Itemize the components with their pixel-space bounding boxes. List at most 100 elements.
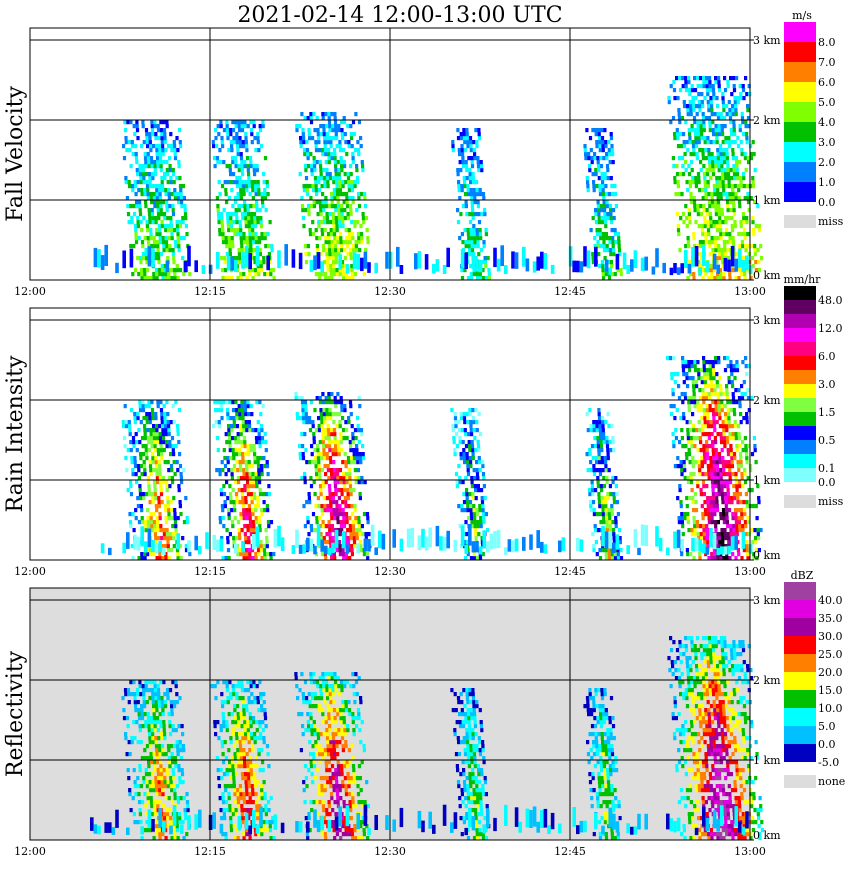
data-pixel <box>480 164 483 168</box>
data-pixel <box>260 512 263 516</box>
data-pixel <box>162 240 165 244</box>
data-pixel <box>342 531 346 548</box>
data-pixel <box>244 124 247 128</box>
legend-level: 5.0 <box>818 96 836 109</box>
data-pixel <box>688 136 691 140</box>
data-pixel <box>124 456 127 460</box>
data-pixel <box>526 259 530 272</box>
data-pixel <box>691 88 694 92</box>
y-tick-label: 0 km <box>753 549 781 562</box>
data-pixel <box>163 136 166 140</box>
data-pixel <box>472 140 475 144</box>
data-pixel <box>714 236 717 240</box>
data-pixel <box>255 204 258 208</box>
data-pixel <box>686 148 689 152</box>
data-pixel <box>266 544 269 548</box>
data-pixel <box>317 212 320 216</box>
data-pixel <box>332 452 335 456</box>
data-pixel <box>536 257 540 271</box>
data-pixel <box>349 484 352 488</box>
data-pixel <box>699 204 702 208</box>
data-pixel <box>738 200 741 204</box>
data-pixel <box>736 368 739 372</box>
data-pixel <box>689 460 692 464</box>
data-pixel <box>250 412 253 416</box>
data-pixel <box>238 412 241 416</box>
data-pixel <box>240 400 243 404</box>
data-pixel <box>687 240 690 244</box>
data-pixel <box>315 428 318 432</box>
data-pixel <box>216 160 219 164</box>
data-pixel <box>466 420 469 424</box>
data-pixel <box>334 168 337 172</box>
data-pixel <box>172 168 175 172</box>
data-pixel <box>746 388 749 392</box>
data-pixel <box>320 212 323 216</box>
data-pixel <box>131 184 134 188</box>
data-pixel <box>229 248 232 252</box>
data-pixel <box>696 400 699 404</box>
data-pixel <box>151 416 154 420</box>
data-pixel <box>163 212 166 216</box>
data-pixel <box>745 124 748 128</box>
data-pixel <box>236 228 239 232</box>
data-pixel <box>255 436 258 440</box>
data-pixel <box>706 212 709 216</box>
data-pixel <box>239 140 242 144</box>
data-pixel <box>630 259 634 271</box>
data-pixel <box>252 520 255 524</box>
data-pixel <box>707 384 710 388</box>
data-pixel <box>353 544 356 548</box>
data-pixel <box>216 204 219 208</box>
data-pixel <box>155 184 158 188</box>
data-pixel <box>756 516 759 520</box>
data-pixel <box>326 132 329 136</box>
data-pixel <box>142 404 145 408</box>
data-pixel <box>741 484 744 488</box>
data-pixel <box>256 527 260 547</box>
data-pixel <box>724 404 727 408</box>
data-pixel <box>457 504 460 508</box>
data-pixel <box>142 172 145 176</box>
data-pixel <box>146 188 149 192</box>
data-pixel <box>154 412 157 416</box>
data-pixel <box>731 184 734 188</box>
data-pixel <box>466 456 469 460</box>
data-pixel <box>167 548 170 552</box>
data-pixel <box>248 428 251 432</box>
data-pixel <box>614 192 617 196</box>
data-pixel <box>151 412 154 416</box>
data-pixel <box>710 264 713 268</box>
data-pixel <box>706 208 709 212</box>
data-pixel <box>306 188 309 192</box>
data-pixel <box>688 260 691 264</box>
data-pixel <box>466 136 469 140</box>
data-pixel <box>164 224 167 228</box>
data-pixel <box>315 272 318 276</box>
data-pixel <box>716 180 719 184</box>
data-pixel <box>718 536 721 540</box>
data-pixel <box>356 180 359 184</box>
data-pixel <box>737 144 740 148</box>
data-pixel <box>165 192 168 196</box>
data-pixel <box>700 84 703 88</box>
data-pixel <box>472 172 475 176</box>
data-pixel <box>689 192 692 196</box>
data-pixel <box>615 204 618 208</box>
data-pixel <box>251 188 254 192</box>
data-pixel <box>321 468 324 472</box>
data-pixel <box>334 204 337 208</box>
data-pixel <box>678 120 681 124</box>
data-pixel <box>742 448 745 452</box>
data-pixel <box>687 440 690 444</box>
data-pixel <box>364 532 367 536</box>
data-pixel <box>325 400 328 404</box>
data-pixel <box>299 136 302 140</box>
data-pixel <box>137 224 140 228</box>
data-pixel <box>465 204 468 208</box>
data-pixel <box>153 200 156 204</box>
data-pixel <box>307 208 310 212</box>
data-pixel <box>247 488 250 492</box>
data-pixel <box>136 416 139 420</box>
